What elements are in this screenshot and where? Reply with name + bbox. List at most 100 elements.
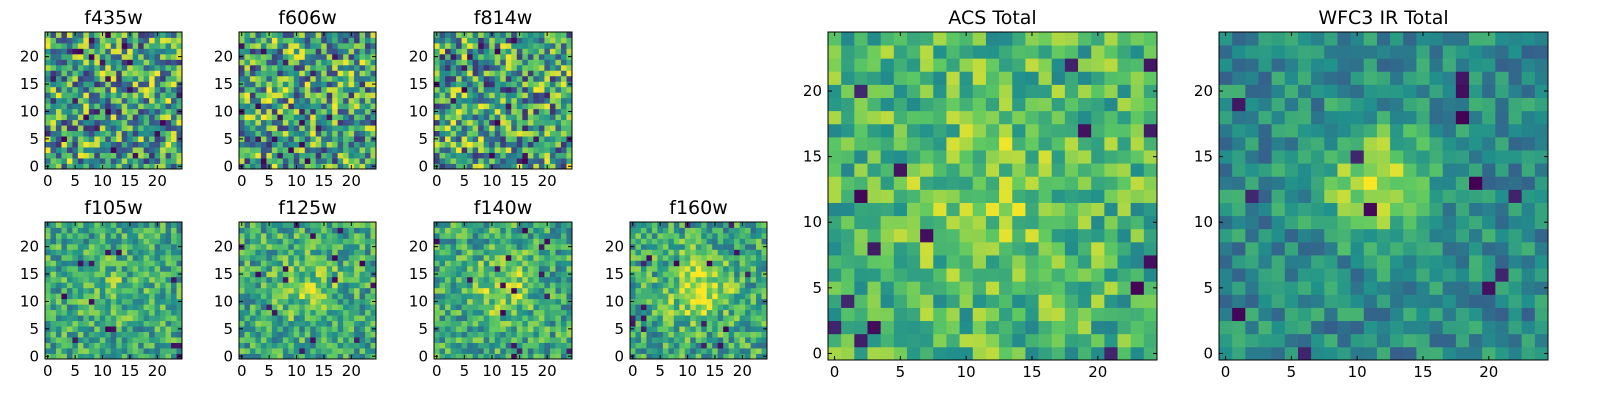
heatmap-cell bbox=[1064, 215, 1079, 230]
heatmap-cell bbox=[165, 249, 172, 256]
heatmap-cell bbox=[494, 232, 501, 239]
heatmap-cell bbox=[728, 348, 735, 354]
heatmap-cell bbox=[266, 108, 273, 115]
heatmap-cell bbox=[756, 238, 762, 245]
heatmap-cell bbox=[348, 243, 355, 250]
heatmap-cell bbox=[841, 320, 855, 335]
heatmap-cell bbox=[439, 293, 446, 300]
heatmap-cell bbox=[1104, 307, 1118, 322]
heatmap-cell bbox=[143, 108, 150, 115]
heatmap-cell bbox=[288, 37, 295, 44]
heatmap-cell bbox=[132, 75, 139, 82]
heatmap-cell bbox=[105, 70, 112, 77]
heatmap-cell bbox=[260, 42, 267, 49]
heatmap-cell bbox=[266, 53, 273, 60]
heatmap-cell bbox=[516, 243, 523, 250]
heatmap-cell bbox=[739, 238, 746, 245]
heatmap-cell bbox=[706, 353, 713, 360]
heatmap-cell bbox=[1143, 294, 1158, 308]
heatmap-cell bbox=[560, 326, 567, 332]
heatmap-cell bbox=[734, 260, 740, 267]
heatmap-cell bbox=[77, 276, 84, 283]
heatmap-cell bbox=[326, 119, 333, 126]
heatmap-cell bbox=[83, 64, 90, 71]
heatmap-cell bbox=[511, 260, 518, 267]
heatmap-cell bbox=[244, 136, 251, 142]
heatmap-cell bbox=[50, 348, 57, 354]
heatmap-cell bbox=[472, 32, 479, 38]
heatmap-cell bbox=[94, 260, 101, 267]
heatmap-cell bbox=[260, 64, 267, 71]
heatmap-cell bbox=[50, 232, 57, 239]
heatmap-cell bbox=[299, 298, 306, 305]
heatmap-cell bbox=[516, 232, 523, 239]
heatmap-cell bbox=[478, 304, 485, 311]
heatmap-cell bbox=[566, 342, 573, 349]
heatmap-cell bbox=[260, 130, 267, 137]
heatmap-cell bbox=[354, 114, 360, 121]
heatmap-cell bbox=[255, 249, 262, 256]
heatmap-cell bbox=[511, 37, 518, 44]
heatmap-cell bbox=[522, 130, 529, 137]
heatmap-cell bbox=[315, 249, 322, 256]
heatmap-cell bbox=[132, 48, 139, 55]
heatmap-cell bbox=[138, 227, 145, 234]
heatmap-cell bbox=[121, 48, 128, 55]
heatmap-cell bbox=[271, 125, 278, 132]
heatmap-cell bbox=[560, 70, 567, 77]
heatmap-cell bbox=[549, 59, 556, 66]
heatmap-cell bbox=[310, 342, 317, 349]
heatmap-cell bbox=[160, 271, 166, 278]
heatmap-cell bbox=[83, 42, 90, 49]
heatmap-cell bbox=[304, 353, 311, 360]
heatmap-cell bbox=[511, 342, 518, 349]
heatmap-cell bbox=[132, 260, 139, 267]
heatmap-cell bbox=[483, 249, 490, 256]
heatmap-cell bbox=[630, 282, 636, 289]
heatmap-cell bbox=[45, 42, 51, 49]
heatmap-cell bbox=[365, 232, 371, 239]
heatmap-cell bbox=[105, 320, 112, 327]
heatmap-cell bbox=[45, 86, 51, 93]
heatmap-cell bbox=[299, 75, 306, 82]
heatmap-cell bbox=[456, 152, 462, 159]
heatmap-cell bbox=[132, 243, 139, 250]
heatmap-cell bbox=[160, 70, 166, 77]
heatmap-cell bbox=[456, 130, 462, 137]
heatmap-cell bbox=[288, 326, 295, 332]
heatmap-cell bbox=[255, 342, 262, 349]
heatmap-cell bbox=[149, 119, 155, 126]
heatmap-cell bbox=[55, 114, 62, 121]
heatmap-cell bbox=[690, 232, 697, 239]
heatmap-cell bbox=[260, 108, 267, 115]
heatmap-cell bbox=[365, 86, 371, 93]
heatmap-cell bbox=[365, 119, 371, 126]
heatmap-cell bbox=[288, 260, 295, 267]
heatmap-cell bbox=[679, 265, 686, 272]
heatmap-cell bbox=[723, 222, 730, 228]
heatmap-cell bbox=[293, 130, 300, 137]
heatmap-cell bbox=[723, 320, 730, 327]
heatmap-cell bbox=[154, 249, 161, 256]
heatmap-cell bbox=[985, 281, 1000, 295]
heatmap-cell bbox=[332, 260, 339, 267]
heatmap-cell bbox=[315, 125, 322, 132]
heatmap-cell bbox=[321, 147, 328, 153]
heatmap-cell bbox=[717, 298, 724, 305]
heatmap-cell bbox=[467, 158, 474, 164]
heatmap-cell bbox=[445, 97, 451, 104]
heatmap-cell bbox=[337, 103, 344, 110]
heatmap-cell bbox=[434, 287, 440, 294]
heatmap-cell bbox=[505, 130, 512, 137]
heatmap-cell bbox=[116, 222, 123, 228]
heatmap-cell bbox=[282, 48, 289, 55]
heatmap-cell bbox=[165, 293, 172, 300]
heatmap-cell bbox=[365, 53, 371, 60]
heatmap-cell bbox=[88, 70, 95, 77]
heatmap-cell bbox=[149, 331, 155, 338]
heatmap-cell bbox=[55, 48, 62, 55]
heatmap-cell bbox=[110, 293, 117, 300]
heatmap-cell bbox=[50, 342, 57, 349]
heatmap-cell bbox=[511, 114, 518, 121]
heatmap-cell bbox=[434, 260, 440, 267]
